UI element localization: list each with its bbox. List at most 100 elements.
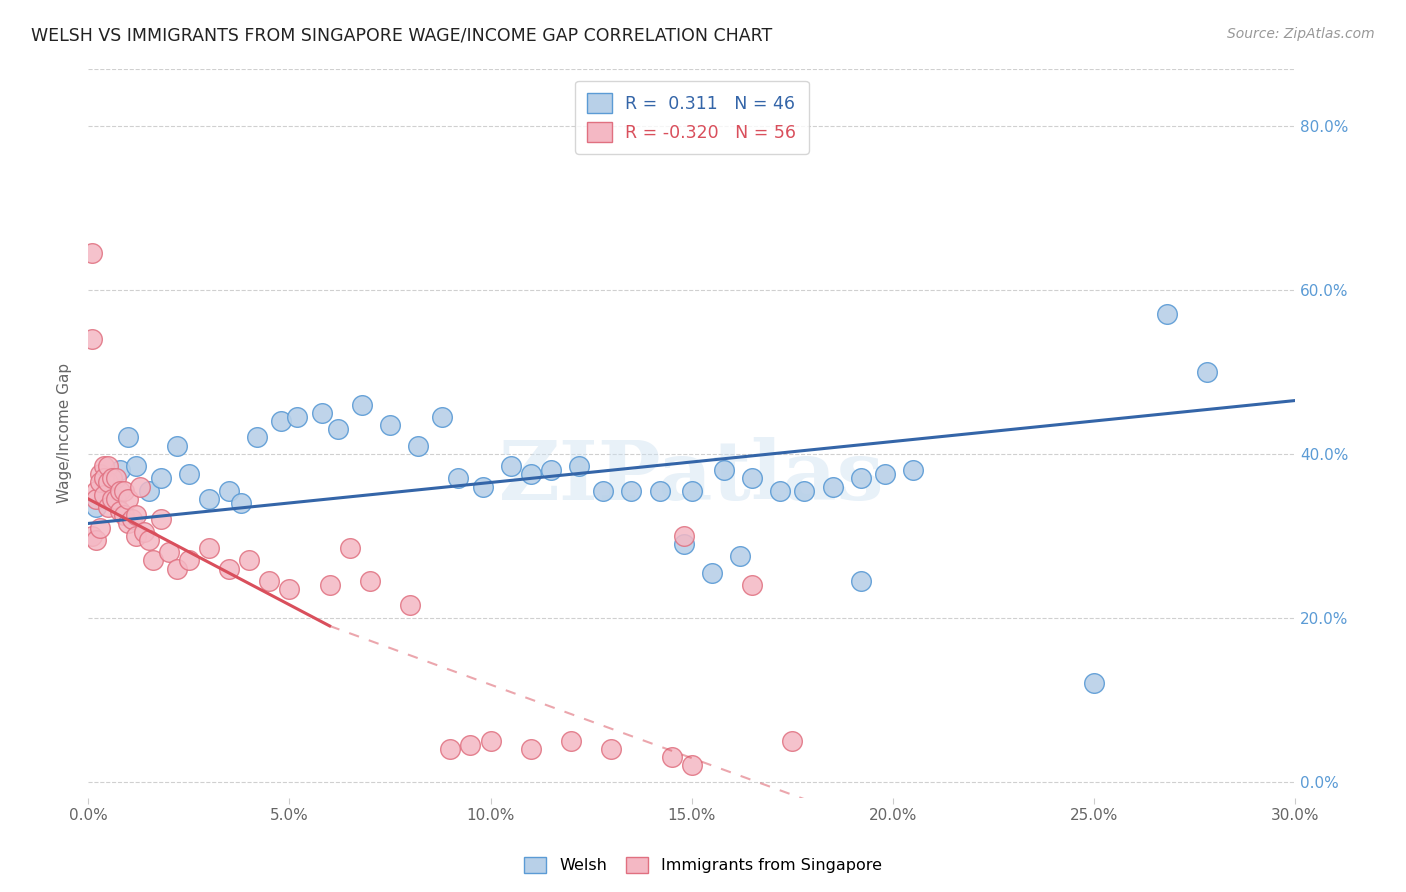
Point xyxy=(89,475,111,490)
Point xyxy=(278,582,301,596)
Point xyxy=(600,742,623,756)
Point xyxy=(713,463,735,477)
Point xyxy=(399,599,422,613)
Point xyxy=(117,491,139,506)
Point xyxy=(499,459,522,474)
Point xyxy=(84,500,107,514)
Point xyxy=(1195,365,1218,379)
Point xyxy=(82,529,104,543)
Point xyxy=(359,574,381,588)
Point xyxy=(520,467,543,482)
Point xyxy=(439,742,461,756)
Point xyxy=(110,463,132,477)
Point xyxy=(218,483,240,498)
Point xyxy=(129,479,152,493)
Point xyxy=(89,520,111,534)
Y-axis label: Wage/Income Gap: Wage/Income Gap xyxy=(58,363,72,503)
Point xyxy=(157,545,180,559)
Point xyxy=(125,529,148,543)
Point xyxy=(97,459,120,474)
Point xyxy=(432,409,454,424)
Point xyxy=(93,471,115,485)
Point xyxy=(471,479,494,493)
Point xyxy=(620,483,643,498)
Point xyxy=(270,414,292,428)
Point xyxy=(901,463,924,477)
Point xyxy=(89,467,111,482)
Point xyxy=(257,574,280,588)
Point xyxy=(93,488,115,502)
Point xyxy=(821,479,844,493)
Point xyxy=(125,508,148,523)
Point xyxy=(84,483,107,498)
Point xyxy=(1083,676,1105,690)
Point xyxy=(447,471,470,485)
Point xyxy=(105,471,128,485)
Point xyxy=(873,467,896,482)
Point xyxy=(117,516,139,531)
Point xyxy=(560,733,582,747)
Point xyxy=(97,475,120,490)
Point xyxy=(105,491,128,506)
Point xyxy=(198,541,221,555)
Point xyxy=(97,483,120,498)
Point xyxy=(849,471,872,485)
Point xyxy=(520,742,543,756)
Point xyxy=(741,471,763,485)
Point xyxy=(97,500,120,514)
Point xyxy=(112,508,135,523)
Point xyxy=(84,491,107,506)
Legend: Welsh, Immigrants from Singapore: Welsh, Immigrants from Singapore xyxy=(517,850,889,880)
Point xyxy=(378,418,401,433)
Point xyxy=(728,549,751,564)
Point xyxy=(460,738,482,752)
Point xyxy=(110,504,132,518)
Point xyxy=(110,483,132,498)
Point xyxy=(84,533,107,547)
Point xyxy=(229,496,252,510)
Point xyxy=(849,574,872,588)
Point xyxy=(592,483,614,498)
Point xyxy=(648,483,671,498)
Point xyxy=(93,459,115,474)
Point xyxy=(101,491,124,506)
Point xyxy=(134,524,156,539)
Point xyxy=(661,750,683,764)
Text: WELSH VS IMMIGRANTS FROM SINGAPORE WAGE/INCOME GAP CORRELATION CHART: WELSH VS IMMIGRANTS FROM SINGAPORE WAGE/… xyxy=(31,27,772,45)
Point xyxy=(238,553,260,567)
Point xyxy=(141,553,163,567)
Point xyxy=(479,733,502,747)
Point xyxy=(246,430,269,444)
Point xyxy=(339,541,361,555)
Point xyxy=(177,553,200,567)
Point xyxy=(782,733,804,747)
Point xyxy=(540,463,562,477)
Point xyxy=(287,409,309,424)
Point xyxy=(166,439,188,453)
Point xyxy=(117,430,139,444)
Point xyxy=(311,406,333,420)
Point xyxy=(177,467,200,482)
Point xyxy=(568,459,591,474)
Point xyxy=(166,561,188,575)
Point xyxy=(681,483,703,498)
Text: ZIPatlas: ZIPatlas xyxy=(499,437,884,517)
Point xyxy=(350,398,373,412)
Point xyxy=(82,246,104,260)
Point xyxy=(121,512,143,526)
Point xyxy=(138,483,160,498)
Point xyxy=(672,529,695,543)
Point xyxy=(138,533,160,547)
Point xyxy=(318,578,340,592)
Point xyxy=(101,471,124,485)
Point xyxy=(406,439,429,453)
Point xyxy=(741,578,763,592)
Point xyxy=(218,561,240,575)
Point xyxy=(149,512,172,526)
Point xyxy=(672,537,695,551)
Point xyxy=(125,459,148,474)
Legend: R =  0.311   N = 46, R = -0.320   N = 56: R = 0.311 N = 46, R = -0.320 N = 56 xyxy=(575,81,808,154)
Point xyxy=(793,483,815,498)
Point xyxy=(198,491,221,506)
Point xyxy=(700,566,723,580)
